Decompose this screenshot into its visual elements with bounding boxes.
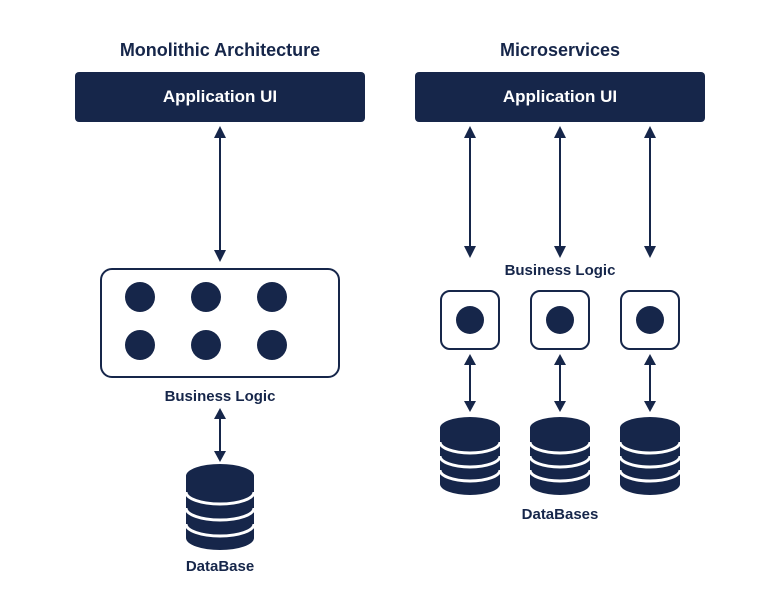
- microservices-bl-label: Business Logic: [440, 262, 680, 279]
- micro-arrow-mid-3: [630, 352, 670, 416]
- bl-dot: [125, 330, 155, 360]
- service-box-1: [440, 290, 500, 350]
- monolithic-bl-label: Business Logic: [100, 388, 340, 405]
- micro-arrow-top-2: [540, 124, 580, 262]
- monolithic-app-ui-label: Application UI: [163, 87, 277, 107]
- monolithic-db-label: DataBase: [140, 558, 300, 575]
- microservices-app-ui-label: Application UI: [503, 87, 617, 107]
- micro-database-1-icon: [434, 416, 506, 498]
- service-dot: [456, 306, 484, 334]
- bl-dot: [191, 330, 221, 360]
- bl-dot: [257, 330, 287, 360]
- monolithic-arrow-ui-to-bl: [200, 124, 240, 264]
- service-dot: [546, 306, 574, 334]
- service-box-3: [620, 290, 680, 350]
- monolithic-title: Monolithic Architecture: [70, 40, 370, 61]
- micro-arrow-mid-2: [540, 352, 580, 416]
- microservices-title: Microservices: [410, 40, 710, 61]
- micro-arrow-top-3: [630, 124, 670, 262]
- micro-arrow-top-1: [450, 124, 490, 262]
- bl-dot: [191, 282, 221, 312]
- microservices-app-ui-box: Application UI: [415, 72, 705, 122]
- micro-database-2-icon: [524, 416, 596, 498]
- service-dot: [636, 306, 664, 334]
- bl-dot: [125, 282, 155, 312]
- monolithic-database-icon: [180, 462, 260, 552]
- monolithic-arrow-bl-to-db: [200, 406, 240, 466]
- bl-dot: [257, 282, 287, 312]
- micro-arrow-mid-1: [450, 352, 490, 416]
- monolithic-app-ui-box: Application UI: [75, 72, 365, 122]
- service-box-2: [530, 290, 590, 350]
- micro-database-3-icon: [614, 416, 686, 498]
- microservices-db-label: DataBases: [440, 506, 680, 523]
